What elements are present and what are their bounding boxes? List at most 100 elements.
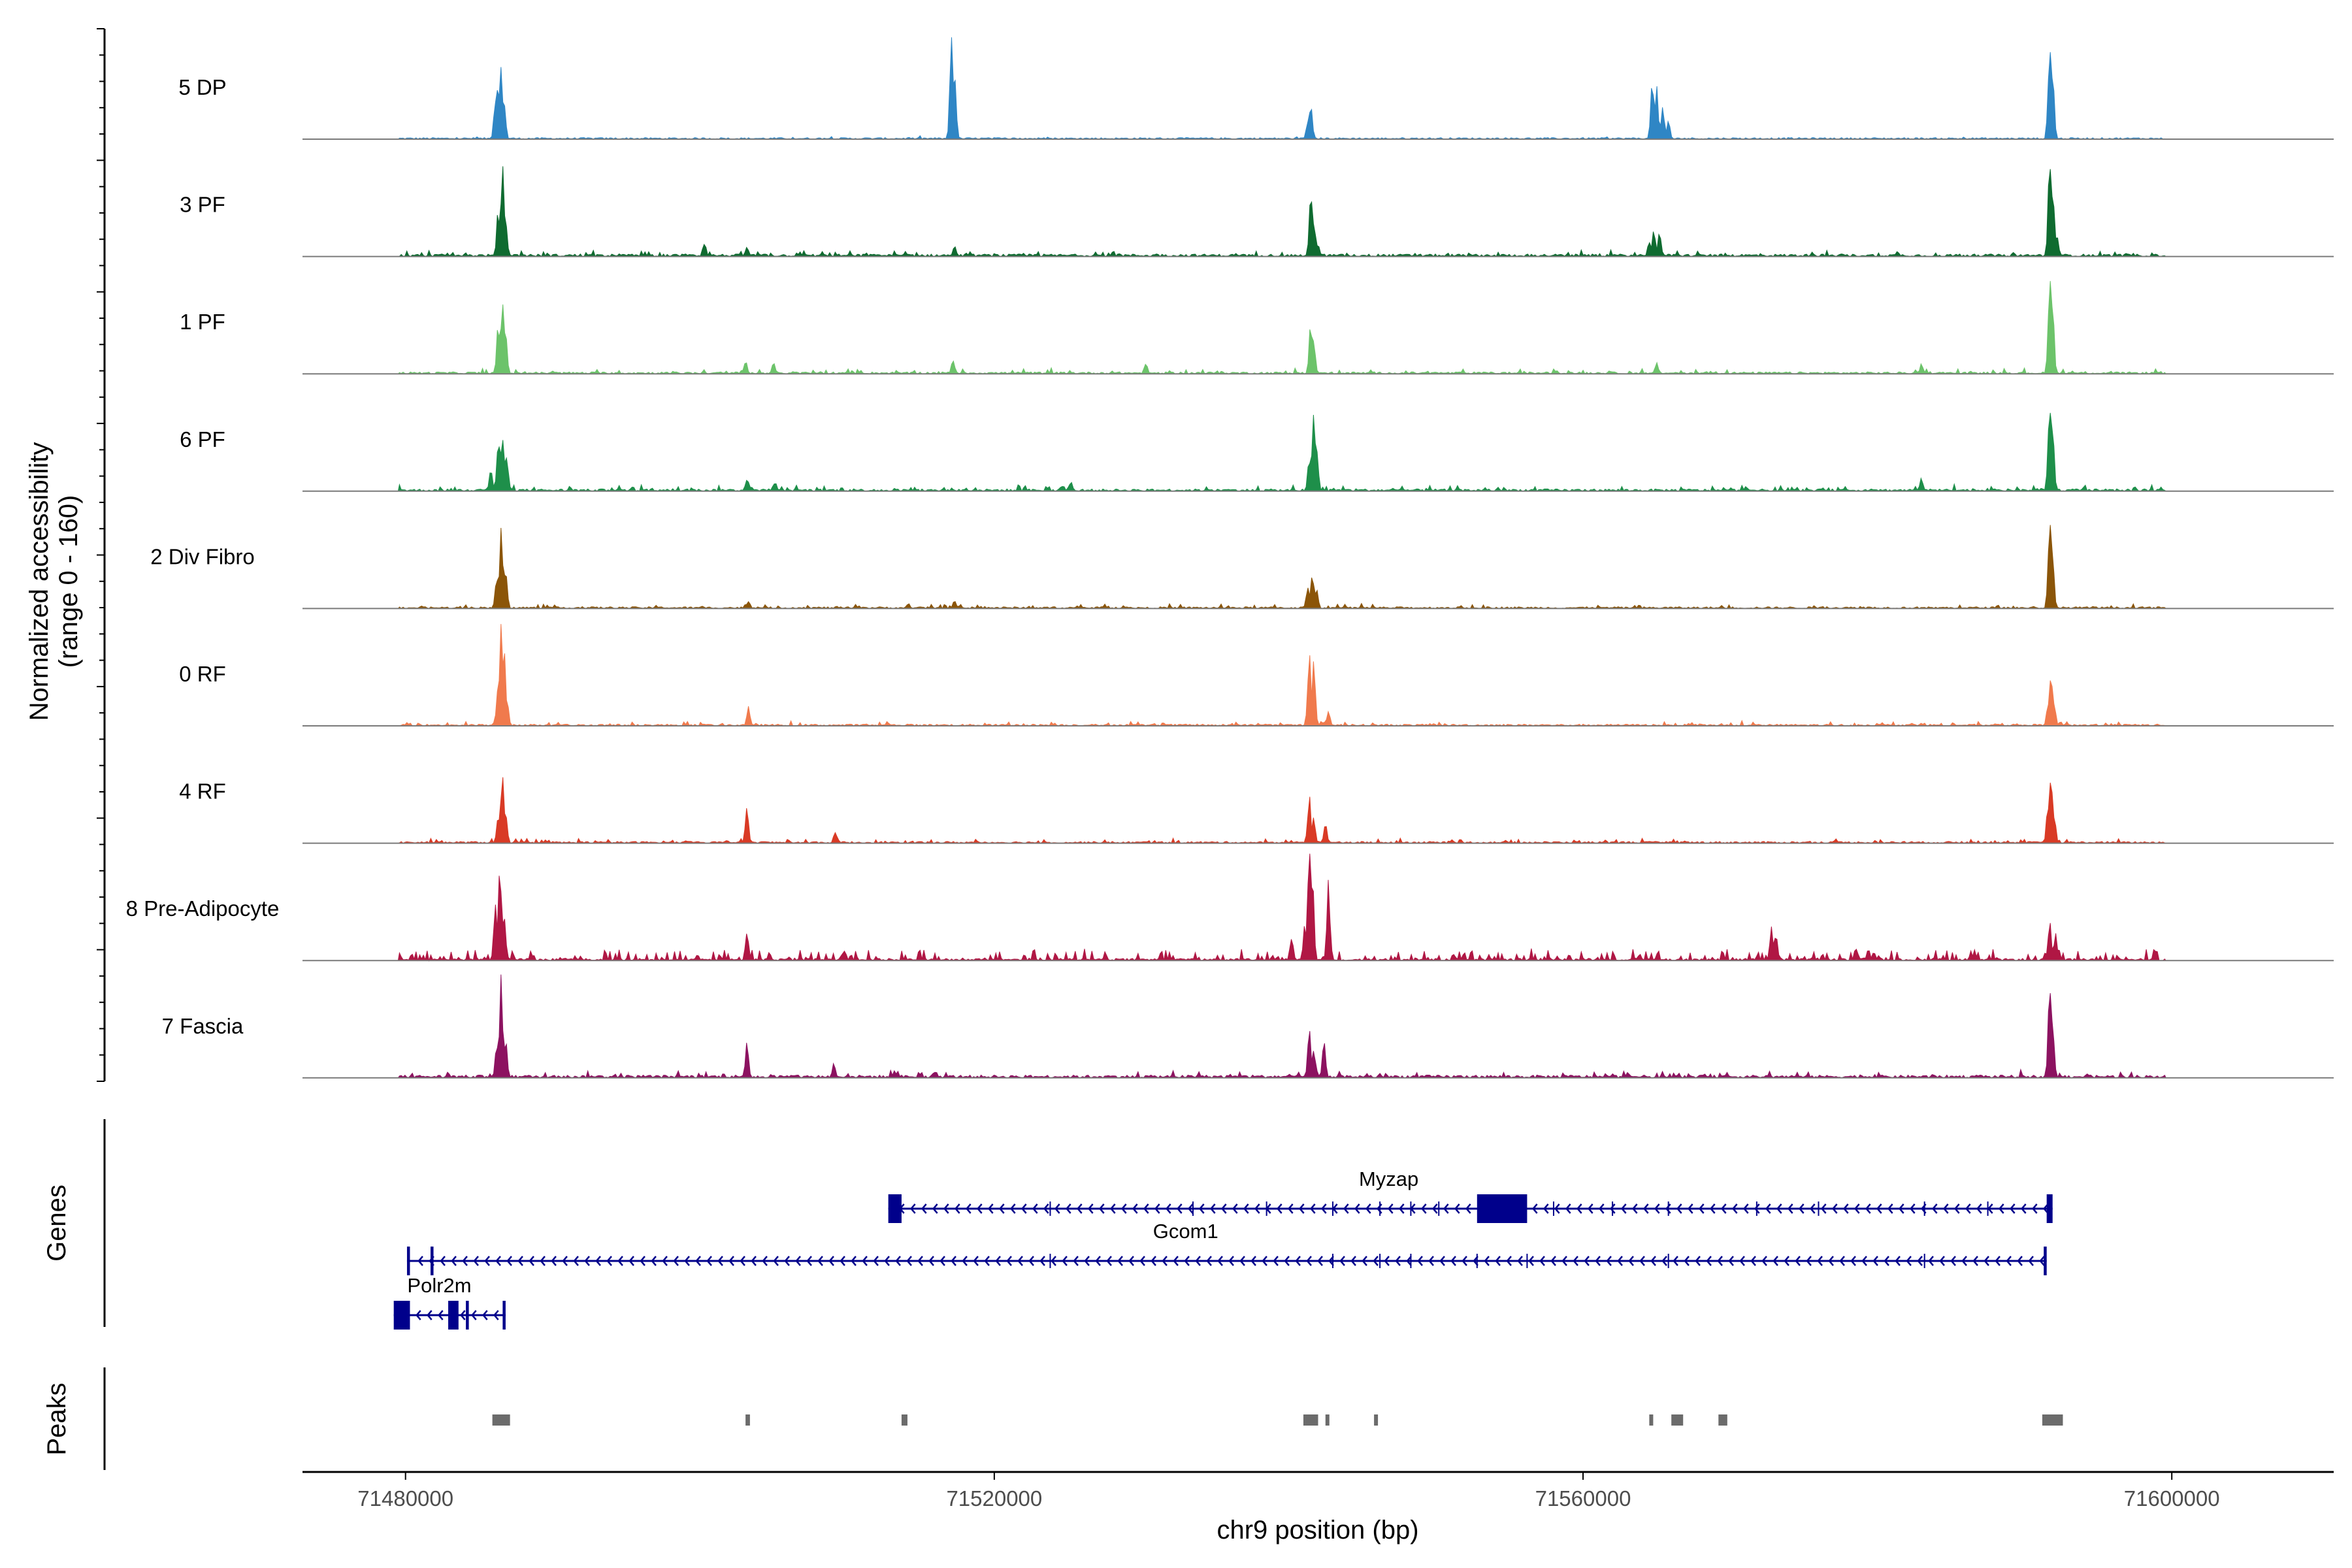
strand-arrow	[1128, 1256, 1134, 1266]
strand-arrow	[1528, 1256, 1534, 1266]
strand-arrow	[1710, 1203, 1716, 1214]
strand-arrow	[1565, 1203, 1571, 1214]
strand-arrow	[1817, 1256, 1823, 1266]
strand-arrow	[1954, 1203, 1960, 1214]
strand-arrow	[706, 1256, 712, 1266]
strand-arrow	[773, 1256, 779, 1266]
strand-arrow	[1673, 1256, 1678, 1266]
x-axis-ticks: 71480000 71520000 71560000 71600000	[357, 1472, 2220, 1511]
strand-arrow	[1965, 1203, 1971, 1214]
strand-arrow	[1232, 1203, 1238, 1214]
strand-arrow	[629, 1256, 634, 1266]
strand-arrow	[1021, 1203, 1027, 1214]
strand-arrow	[862, 1256, 868, 1266]
strand-arrow	[1373, 1256, 1379, 1266]
strand-arrow	[2032, 1203, 2038, 1214]
strand-arrow	[1599, 1203, 1605, 1214]
strand-arrow	[884, 1256, 890, 1266]
strand-arrow	[1539, 1256, 1545, 1266]
strand-arrow	[1395, 1256, 1401, 1266]
strand-arrow	[1676, 1203, 1682, 1214]
strand-arrow	[1628, 1256, 1634, 1266]
genes-panel-title: Genes	[42, 1184, 71, 1262]
strand-arrow	[1073, 1256, 1079, 1266]
exon-block	[466, 1301, 469, 1330]
strand-arrow	[943, 1203, 949, 1214]
strand-arrow	[1439, 1256, 1445, 1266]
strand-arrow	[1621, 1203, 1627, 1214]
strand-arrow	[1854, 1203, 1860, 1214]
strand-arrow	[1606, 1256, 1612, 1266]
strand-arrow	[1532, 1203, 1538, 1214]
strand-arrow	[1832, 1203, 1838, 1214]
strand-arrow	[1843, 1203, 1849, 1214]
gene-polr2m: Polr2m	[393, 1274, 506, 1330]
strand-arrow	[1306, 1256, 1312, 1266]
strand-arrow	[1928, 1256, 1934, 1266]
strand-arrow	[440, 1256, 446, 1266]
strand-arrow	[1250, 1256, 1256, 1266]
strand-arrow	[1906, 1256, 1912, 1266]
strand-arrow	[1062, 1256, 1068, 1266]
strand-arrow	[1084, 1256, 1090, 1266]
strand-arrow	[1810, 1203, 1816, 1214]
strand-arrow	[806, 1256, 812, 1266]
strand-arrow	[695, 1256, 701, 1266]
peak-region	[745, 1414, 750, 1426]
track-label: 2 Div Fibro	[150, 544, 255, 568]
exon-block	[888, 1194, 902, 1223]
strand-arrow	[1743, 1203, 1749, 1214]
exon-block	[2046, 1194, 2053, 1223]
strand-arrow	[1728, 1256, 1734, 1266]
strand-arrow	[551, 1256, 557, 1266]
strand-arrow	[606, 1256, 612, 1266]
strand-arrow	[951, 1256, 956, 1266]
strand-arrow	[966, 1203, 972, 1214]
strand-arrow	[562, 1256, 568, 1266]
strand-arrow	[795, 1256, 801, 1266]
strand-arrow	[1821, 1203, 1827, 1214]
strand-arrow	[1699, 1203, 1705, 1214]
strand-arrow	[1199, 1203, 1205, 1214]
exon-block	[502, 1301, 506, 1330]
coverage-area	[397, 281, 2167, 375]
strand-arrow	[1299, 1203, 1305, 1214]
coverage-area	[397, 525, 2167, 610]
strand-arrow	[517, 1256, 523, 1266]
strand-arrow	[1788, 1203, 1793, 1214]
strand-arrow	[1721, 1203, 1727, 1214]
strand-arrow	[1595, 1256, 1601, 1266]
strand-arrow	[1039, 1256, 1045, 1266]
strand-arrow	[1284, 1256, 1290, 1266]
strand-arrow	[840, 1256, 845, 1266]
strand-arrow	[1177, 1203, 1183, 1214]
strand-arrow	[1932, 1203, 1938, 1214]
strand-arrow	[995, 1256, 1001, 1266]
peak-region	[1718, 1414, 1727, 1426]
strand-arrow	[1717, 1256, 1723, 1266]
strand-arrow	[1139, 1256, 1145, 1266]
coverage-area	[398, 777, 2166, 844]
track-4-rf: 4 RF	[179, 777, 2334, 844]
coverage-y-axis	[97, 28, 106, 1082]
strand-arrow	[1484, 1256, 1490, 1266]
gene-annotation-track: Myzap Gcom1 Polr2m	[393, 1168, 2053, 1330]
strand-arrow	[1661, 1256, 1667, 1266]
strand-arrow	[1772, 1256, 1778, 1266]
strand-arrow	[1195, 1256, 1201, 1266]
strand-arrow	[1765, 1203, 1771, 1214]
peak-region	[1649, 1414, 1654, 1426]
track-label: 4 RF	[179, 779, 226, 804]
strand-arrow	[2010, 1203, 2016, 1214]
gene-label: Myzap	[1359, 1168, 1418, 1190]
strand-arrow	[1228, 1256, 1234, 1266]
strand-arrow	[1277, 1203, 1282, 1214]
track-label: 1 PF	[180, 310, 225, 334]
strand-arrow	[1132, 1203, 1138, 1214]
strand-arrow	[1950, 1256, 1956, 1266]
strand-arrow	[1173, 1256, 1179, 1266]
strand-arrow	[1876, 1203, 1882, 1214]
strand-arrow	[1273, 1256, 1279, 1266]
track-0-rf: 0 RF	[179, 624, 2334, 727]
